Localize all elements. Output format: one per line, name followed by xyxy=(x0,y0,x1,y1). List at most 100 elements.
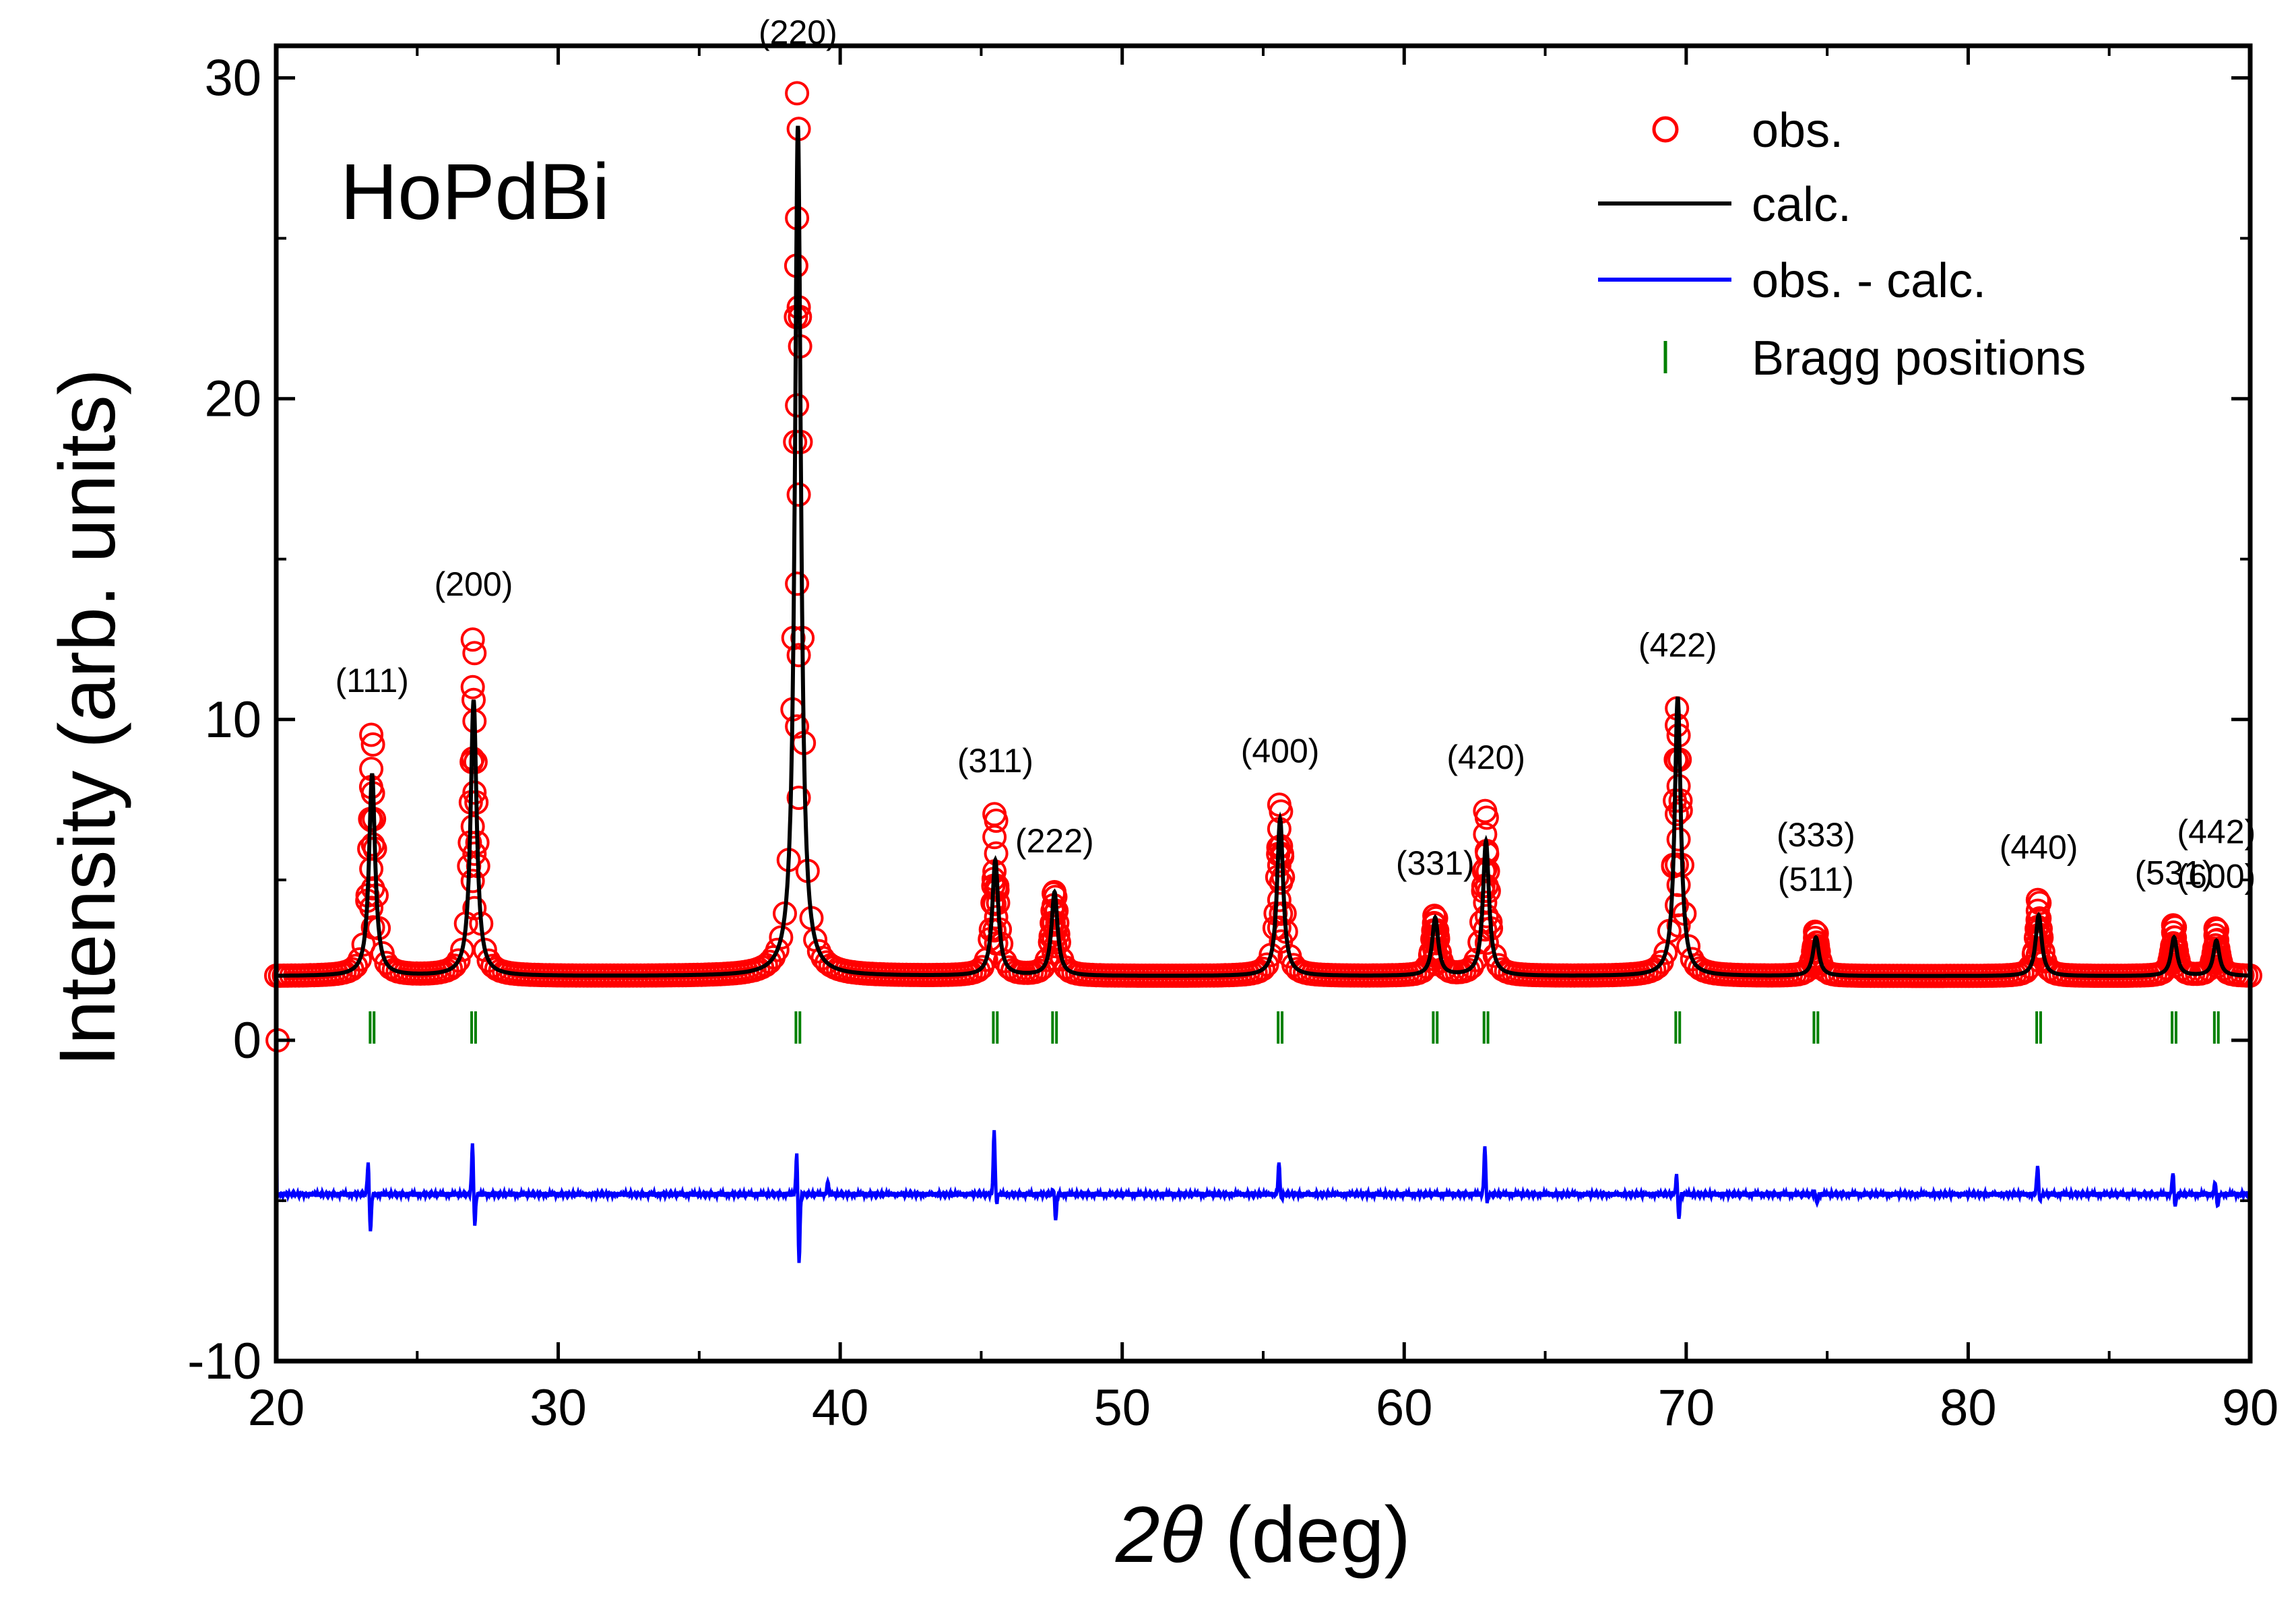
legend-label: Bragg positions xyxy=(1752,332,2086,385)
x-tick-label: 70 xyxy=(1658,1379,1715,1437)
peak-label-line: (422) xyxy=(1638,627,1717,664)
peak-label: (311) xyxy=(957,742,1033,780)
peak-label-line: (333) xyxy=(1777,816,1855,854)
peak-label-line: (222) xyxy=(1015,822,1094,860)
peak-label-line: (200) xyxy=(435,565,513,603)
x-tick-label: 50 xyxy=(1093,1379,1151,1437)
obs-point xyxy=(1646,954,1670,979)
legend-label: calc. xyxy=(1752,178,1851,232)
legend-label: obs. xyxy=(1752,104,1843,158)
peak-label-line: (331) xyxy=(1396,844,1475,882)
y-axis-title: Intensity (arb. units) xyxy=(43,369,132,1067)
obs-point xyxy=(462,895,487,920)
obs-point xyxy=(765,937,790,962)
peak-label: (331) xyxy=(1396,844,1475,882)
obs-point xyxy=(1251,956,1275,981)
x-axis-title: 2θ (deg) xyxy=(1115,1490,1411,1579)
plot-frame xyxy=(274,43,2253,1364)
obs-point xyxy=(1666,827,1691,852)
obs-point xyxy=(460,814,485,839)
obs-point xyxy=(348,947,372,972)
peak-label-line: (511) xyxy=(1778,860,1854,898)
obs-point xyxy=(786,786,811,810)
obs-point xyxy=(785,571,810,596)
obs-point xyxy=(1267,915,1292,940)
peak-labels: (111)(200)(220)(311)(222)(400)(331)(420)… xyxy=(336,13,2256,898)
obs-point xyxy=(785,81,810,106)
obs-point xyxy=(785,714,810,739)
sample-label: HoPdBi xyxy=(340,148,610,237)
peak-label: (422) xyxy=(1638,627,1717,664)
y-tick-label: 30 xyxy=(204,50,261,107)
obs-point xyxy=(1424,951,1448,976)
obs-point xyxy=(984,905,1009,930)
peak-label: (442) (600) xyxy=(2177,813,2256,895)
peak-label-line: (600) xyxy=(2177,857,2256,895)
obs-point xyxy=(460,869,485,893)
obs-point xyxy=(1666,913,1691,938)
calc-line xyxy=(276,125,2251,978)
x-tick-label: 90 xyxy=(2222,1379,2279,1437)
obs-point xyxy=(360,915,385,940)
x-axis-unit: (deg) xyxy=(1225,1490,1410,1579)
peak-label: (531) xyxy=(2135,854,2214,892)
x-tick-label: 20 xyxy=(248,1379,305,1437)
axis-ticks: 20 30 40 50 60 70 80 90 -10 0 10 20 30 xyxy=(187,46,2278,1437)
obs-point xyxy=(1267,887,1292,912)
obs-point xyxy=(2205,954,2229,979)
peak-label: (333) (511) xyxy=(1777,816,1855,898)
bragg-layer xyxy=(369,1011,2220,1044)
obs-point xyxy=(753,953,778,978)
obs-point xyxy=(757,949,782,974)
y-tick-label: 20 xyxy=(204,371,261,428)
obs-point xyxy=(1642,957,1667,982)
x-axis-symbol: 2θ xyxy=(1115,1490,1203,1579)
peak-label: (400) xyxy=(1241,732,1320,770)
obs-point xyxy=(360,732,385,757)
y-tick-label: 0 xyxy=(233,1012,261,1069)
obs-point xyxy=(984,809,1009,833)
y-tick-label: -10 xyxy=(187,1333,261,1390)
calc-layer-line xyxy=(276,125,2251,978)
svg-text:2θ (deg): 2θ (deg) xyxy=(1115,1490,1411,1579)
legend: obs. calc. obs. - calc. Bragg positions xyxy=(1598,104,2086,385)
obs-point xyxy=(462,641,487,666)
peak-label-line: (440) xyxy=(2000,828,2078,866)
peak-label-line: (111) xyxy=(336,662,409,699)
peak-label-line: (531) xyxy=(2135,854,2214,892)
peak-label: (200) xyxy=(435,565,513,603)
obs-point xyxy=(462,842,487,866)
legend-symbol-obs xyxy=(1652,116,1679,143)
obs-point xyxy=(1269,929,1294,954)
obs-point xyxy=(439,956,464,981)
x-tick-label: 30 xyxy=(530,1379,587,1437)
obs-point xyxy=(446,948,471,973)
obs-point xyxy=(359,722,384,747)
peak-label: (440) xyxy=(2000,828,2078,866)
obs-point xyxy=(1474,904,1499,929)
peak-label-line: (420) xyxy=(1446,738,1525,776)
obs-point xyxy=(1463,947,1488,972)
peak-label: (111) xyxy=(336,662,409,699)
peak-label-line: (311) xyxy=(957,742,1033,780)
peak-label-line: (400) xyxy=(1241,732,1320,770)
obs-point xyxy=(460,627,485,652)
obs-point xyxy=(460,674,485,699)
x-tick-label: 40 xyxy=(812,1379,869,1437)
y-tick-label: 10 xyxy=(204,691,261,749)
obs-point xyxy=(442,953,467,978)
obs-point xyxy=(786,482,811,507)
obs-point xyxy=(1474,805,1499,830)
diff-line xyxy=(274,1040,2252,1263)
diff-layer xyxy=(274,1040,2252,1263)
peak-label-line: (442) xyxy=(2177,813,2256,850)
peak-label: (222) xyxy=(1015,822,1094,860)
x-tick-label: 60 xyxy=(1376,1379,1433,1437)
obs-point xyxy=(359,895,384,920)
x-tick-label: 80 xyxy=(1940,1379,1997,1437)
peak-label: (420) xyxy=(1446,738,1525,776)
obs-point xyxy=(982,825,1007,850)
obs-point xyxy=(769,925,794,950)
obs-point xyxy=(984,931,1009,956)
